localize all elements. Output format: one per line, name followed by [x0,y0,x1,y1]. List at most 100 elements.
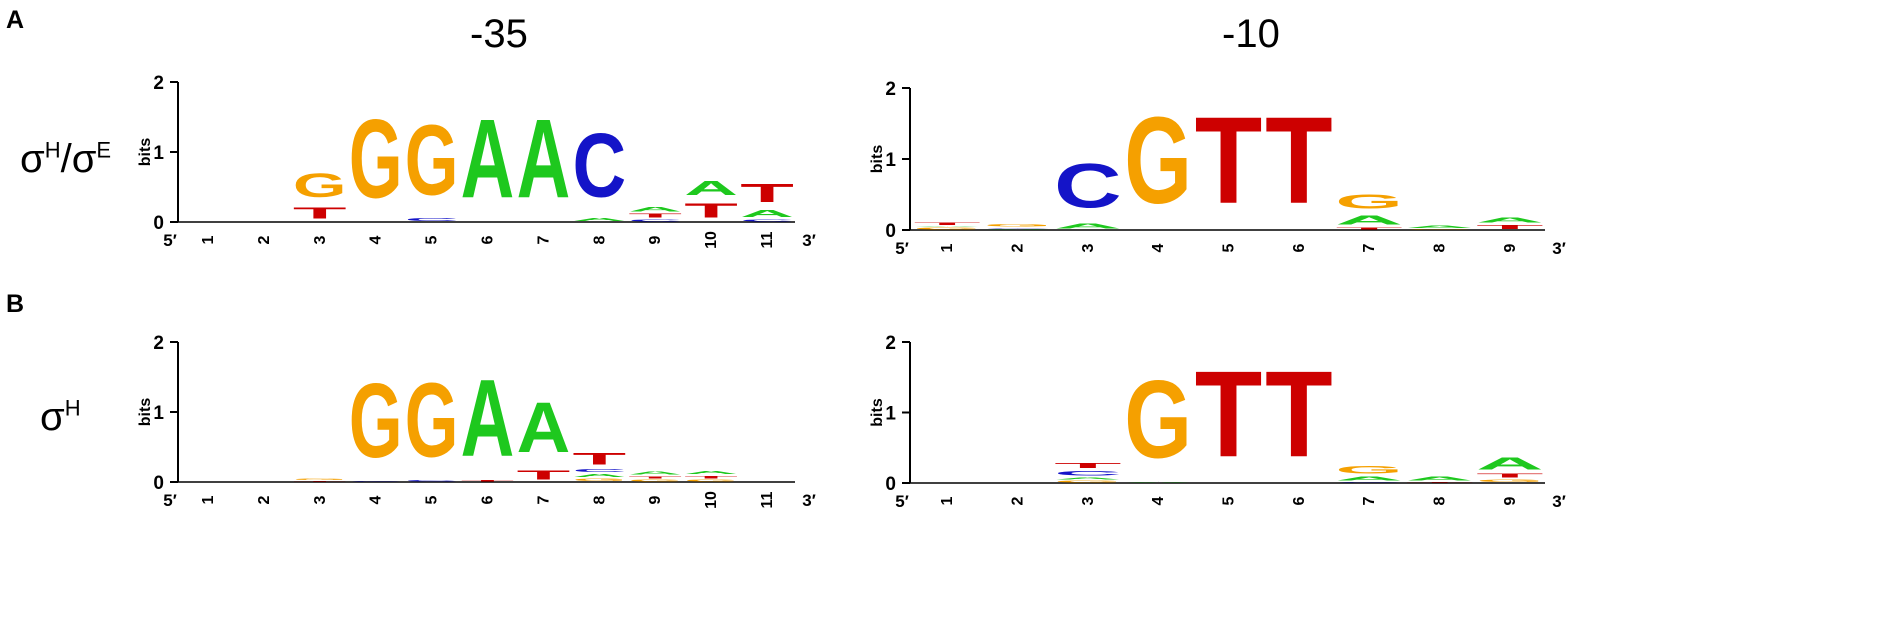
logo-letter-C: C [572,114,626,216]
logo-letter-C: C [349,481,403,482]
logo-letter-A: A [684,177,738,199]
y-tick-label: 0 [885,221,896,242]
logo-letter-A: A [517,97,571,222]
column-title-minus10: -10 [1222,12,1280,56]
logo-letter-T: T [1054,461,1122,469]
position-label: 3 [1080,243,1097,252]
logo-letter-A: A [1406,476,1474,482]
y-tick-label: 1 [885,150,896,171]
logo-letter-T: T [572,449,626,468]
y-axis-label: bits [137,138,154,167]
position-label: 10 [703,491,720,509]
logo-letter-T: T [1476,224,1544,230]
column-title-minus35: -35 [470,12,528,56]
logo-letter-G: G [293,479,347,481]
position-label: 7 [1361,243,1378,252]
label-separator: / [60,137,72,181]
logo-letter-A: A [1476,216,1544,224]
logo-letter-G: G [913,227,980,230]
logo-letter-A: A [572,473,626,478]
position-label: 6 [480,495,497,504]
position-label: 10 [703,231,720,249]
logo-letter-G: G [1335,190,1402,213]
position-label: 4 [368,235,385,244]
logo-letter-A: A [461,97,515,222]
logo-letter-G: G [684,479,738,482]
logo-letter-A: A [628,470,682,476]
logo-letter-A: A [684,470,738,475]
logo-letter-G: G [349,96,403,221]
logo-letter-G: G [1476,479,1543,483]
position-label: 4 [1150,496,1167,505]
position-label: 5 [1221,243,1238,252]
position-label: 9 [647,495,664,504]
logo-letter-T: T [913,222,981,226]
logo-letter-C: C [1054,150,1122,221]
logo-letter-G: G [349,361,403,480]
logo-letter-A: A [461,356,515,479]
logo-letter-T: T [628,476,682,479]
three-prime-label: 3′ [802,231,816,250]
position-label: 4 [1150,243,1167,252]
logo-letter-C: C [1054,470,1122,477]
position-label: 2 [1010,243,1027,252]
logo-letter-T: T [1195,345,1263,483]
position-label: 6 [1291,243,1308,252]
logo-letter-A: A [628,206,682,213]
y-tick-label: 1 [153,143,164,164]
y-axis-label: bits [869,398,886,427]
y-tick-label: 1 [885,404,896,425]
logo-letter-A: A [1054,477,1122,481]
position-label: 9 [1502,496,1519,505]
y-tick-label: 0 [885,474,896,495]
logo-letter-G: G [405,360,459,479]
logo-letter-A: A [913,226,981,227]
position-label: 9 [647,235,664,244]
position-label: 6 [480,235,497,244]
position-label: 2 [1010,496,1027,505]
position-label: 4 [368,495,385,504]
logo-letter-C: C [984,227,1052,228]
position-label: 3 [312,235,329,244]
three-prime-label: 3′ [1552,492,1566,511]
logo-letter-A: A [1335,213,1403,227]
logo-letter-C: C [572,468,626,473]
position-label: 7 [535,495,552,504]
logo-letter-T: T [1195,91,1263,229]
panel-letter-b: B [6,290,25,318]
logo-letter-G: G [1124,358,1192,481]
y-tick-label: 2 [885,79,896,100]
sigma-symbol: σ [20,137,45,181]
position-label: 5 [424,495,441,504]
logo-letter-A: A [1476,454,1544,474]
position-label: 8 [1432,243,1449,252]
logo-letter-C: C [740,219,794,222]
row-label-sigmaH: σH [40,395,81,440]
y-tick-label: 2 [885,333,896,354]
position-label: 1 [939,496,956,505]
position-label: 5 [1221,496,1238,505]
five-prime-label: 5′ [895,239,909,258]
y-tick-label: 0 [153,213,164,234]
logo-letter-A: A [1124,482,1192,483]
logo-letter-G: G [628,479,682,482]
logo-letter-G: G [984,224,1052,228]
row-label-sigmaH-sigmaE: σH/σE [20,137,111,182]
logo-letter-T: T [293,481,347,482]
position-label: 1 [939,243,956,252]
logo-letter-C: C [1335,482,1403,483]
logo-letter-T: T [293,205,347,222]
superscript-h: H [44,137,61,163]
y-tick-label: 1 [153,403,164,424]
five-prime-label: 5′ [163,231,177,250]
five-prime-label: 5′ [895,492,909,511]
logo-letter-T: T [1476,473,1544,479]
position-label: 1 [200,235,217,244]
three-prime-label: 3′ [802,491,816,510]
logo-letter-T: T [461,480,515,482]
logo-letter-A: A [517,388,571,468]
